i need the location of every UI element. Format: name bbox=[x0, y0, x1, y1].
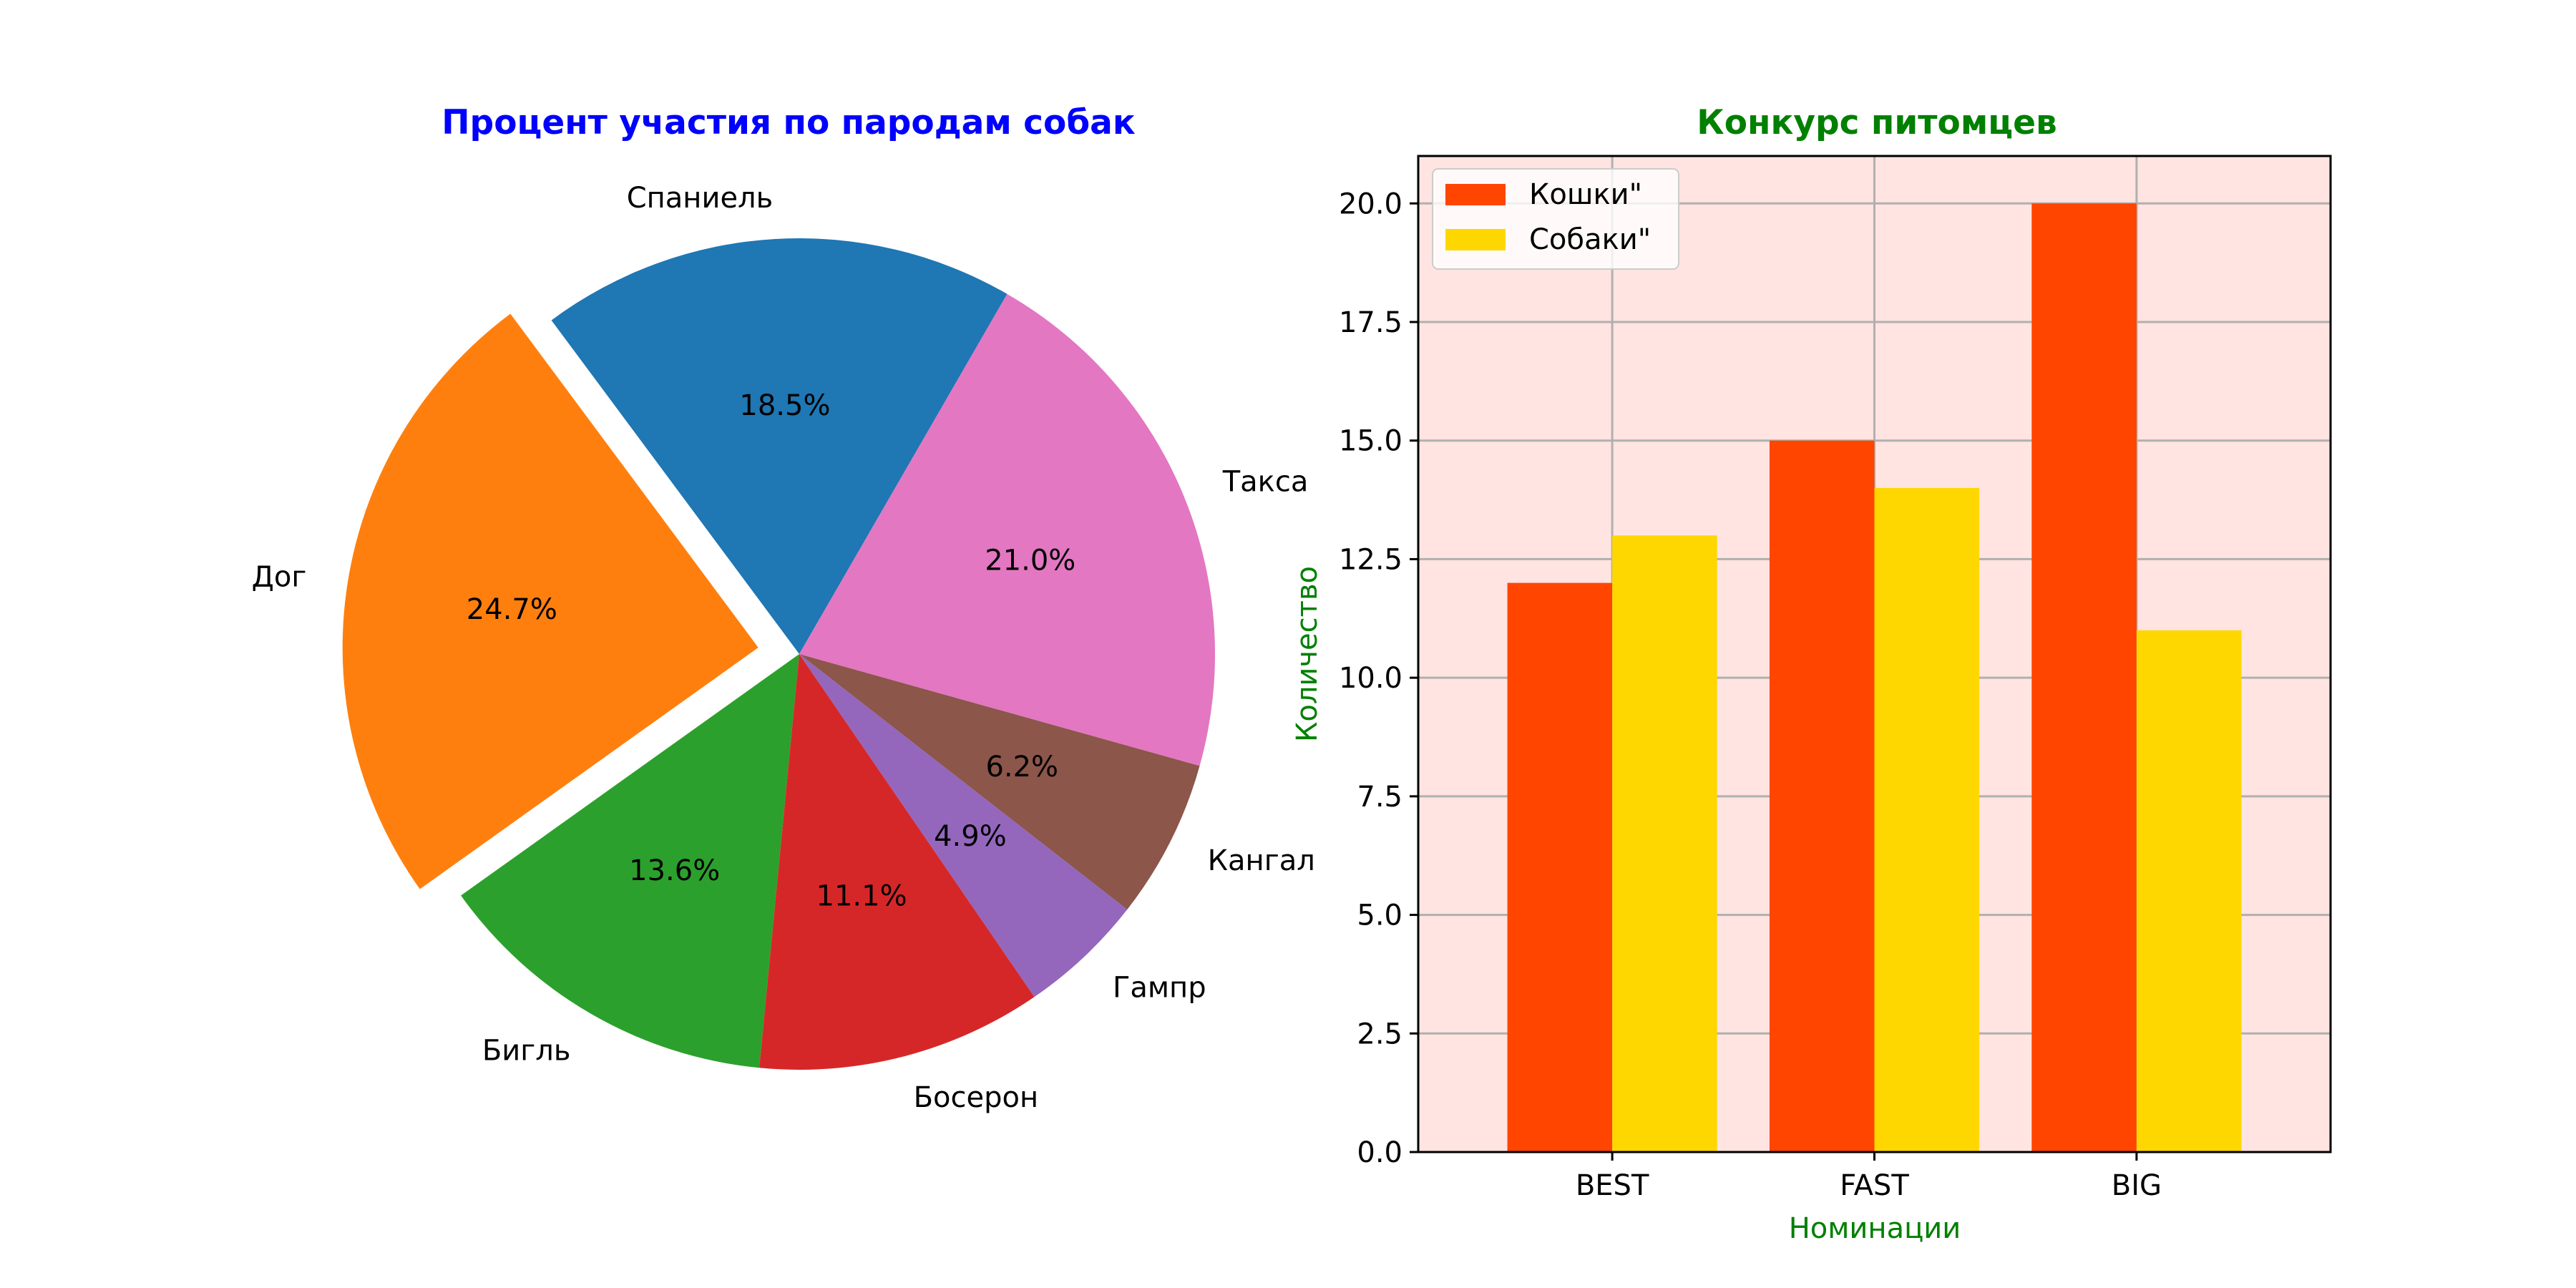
pie-category-label: Бигль bbox=[482, 1034, 571, 1067]
bar-dogs bbox=[2136, 630, 2242, 1152]
pie-percent-label: 6.2% bbox=[985, 751, 1058, 784]
pie-percent-labels: 18.5% 24.7% 13.6% 11.1% 4.9% 6.2% 21.0% bbox=[467, 389, 1075, 913]
pie-slice bbox=[759, 654, 1035, 1070]
pie-slice bbox=[799, 654, 1200, 910]
bar-dogs bbox=[1874, 488, 1980, 1152]
bar-cats bbox=[2031, 203, 2137, 1153]
bar-chart-title: Конкурс питомцев bbox=[1697, 103, 2057, 142]
bar-dogs bbox=[1612, 535, 1717, 1152]
y-tick-label: 7.5 bbox=[1357, 781, 1402, 814]
legend-swatch-cats bbox=[1445, 184, 1506, 205]
bar-chart: Конкурс питомцев 0.0 2.5 5.0 7.5 10.0 12.5 15.… bbox=[1291, 103, 2332, 1245]
pie-category-labels: Спаниель Дог Бигль Босерон Гампр Кангал Такса bbox=[252, 182, 1315, 1114]
x-tick-label: BEST bbox=[1576, 1169, 1649, 1202]
x-axis-ticks: BEST FAST BIG bbox=[1576, 1152, 2162, 1202]
pie-percent-label: 11.1% bbox=[816, 880, 907, 913]
bars bbox=[1507, 203, 2242, 1153]
y-tick-label: 10.0 bbox=[1339, 662, 1402, 695]
legend: Кошки" Собаки" bbox=[1432, 168, 1679, 270]
x-tick-label: FAST bbox=[1840, 1169, 1909, 1202]
pie-category-label: Босерон bbox=[914, 1081, 1039, 1114]
y-tick-label: 20.0 bbox=[1339, 187, 1402, 220]
pie-percent-label: 21.0% bbox=[985, 544, 1075, 577]
pie-slice bbox=[461, 654, 799, 1068]
y-tick-label: 2.5 bbox=[1357, 1018, 1402, 1050]
pie-slices bbox=[342, 238, 1215, 1070]
x-axis-label: Номинации bbox=[1789, 1212, 1961, 1245]
pie-percent-label: 4.9% bbox=[934, 820, 1007, 853]
y-axis-ticks: 0.0 2.5 5.0 7.5 10.0 12.5 15.0 17.5 20.0 bbox=[1339, 187, 1418, 1169]
bar-cats bbox=[1769, 440, 1875, 1152]
legend-swatch-dogs bbox=[1445, 229, 1506, 250]
y-tick-label: 5.0 bbox=[1357, 899, 1402, 932]
pie-slice bbox=[799, 654, 1128, 997]
pie-category-label: Спаниель bbox=[627, 182, 774, 215]
y-axis-label: Количество bbox=[1291, 566, 1324, 742]
pie-slice bbox=[342, 313, 758, 889]
pie-category-label: Такса bbox=[1222, 466, 1309, 499]
pie-percent-label: 13.6% bbox=[629, 854, 720, 887]
bar-cats bbox=[1507, 582, 1613, 1152]
y-tick-label: 0.0 bbox=[1357, 1136, 1402, 1169]
y-tick-label: 12.5 bbox=[1339, 543, 1402, 576]
x-tick-label: BIG bbox=[2112, 1169, 2162, 1202]
y-tick-label: 17.5 bbox=[1339, 306, 1402, 339]
y-tick-label: 15.0 bbox=[1339, 425, 1402, 458]
legend-label-dogs: Собаки" bbox=[1529, 223, 1651, 256]
pie-slice bbox=[799, 293, 1215, 766]
pie-category-label: Кангал bbox=[1208, 844, 1315, 877]
pie-category-label: Гампр bbox=[1113, 971, 1206, 1004]
pie-chart: Процент участия по пародам собак 18.5% 24… bbox=[252, 103, 1315, 1114]
pie-category-label: Дог bbox=[252, 561, 307, 594]
pie-percent-label: 18.5% bbox=[739, 389, 830, 422]
pie-slice bbox=[551, 238, 1008, 654]
pie-chart-title: Процент участия по пародам собак bbox=[441, 103, 1136, 142]
legend-label-cats: Кошки" bbox=[1529, 178, 1642, 211]
pie-percent-label: 24.7% bbox=[467, 593, 557, 626]
